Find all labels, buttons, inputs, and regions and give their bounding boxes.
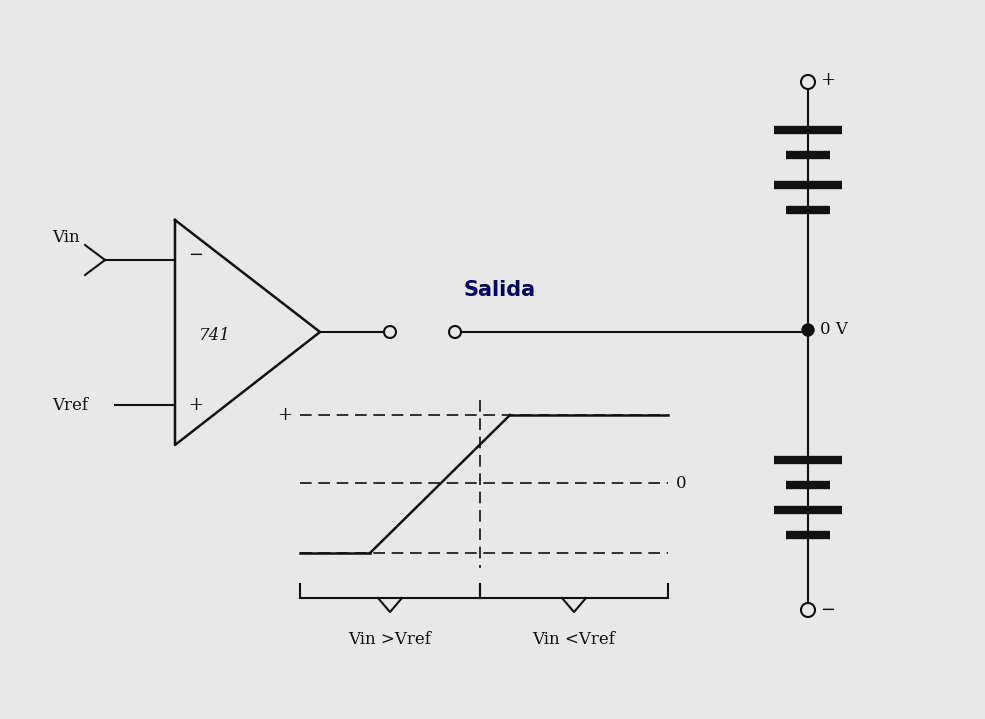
Circle shape (802, 324, 814, 336)
Text: +: + (277, 406, 292, 424)
Circle shape (801, 603, 815, 617)
Text: −: − (188, 246, 203, 264)
Text: Salida: Salida (464, 280, 536, 300)
Circle shape (384, 326, 396, 338)
Text: +: + (820, 71, 835, 89)
Text: 0 V: 0 V (820, 321, 848, 339)
Circle shape (449, 326, 461, 338)
Text: Vin <Vref: Vin <Vref (533, 631, 616, 649)
Text: Vref: Vref (52, 396, 88, 413)
Text: −: − (820, 601, 835, 619)
Text: 741: 741 (199, 326, 230, 344)
Text: Vin: Vin (52, 229, 80, 247)
Circle shape (801, 75, 815, 89)
Text: 0: 0 (676, 475, 687, 492)
Text: +: + (188, 396, 203, 414)
Text: Vin >Vref: Vin >Vref (349, 631, 431, 649)
